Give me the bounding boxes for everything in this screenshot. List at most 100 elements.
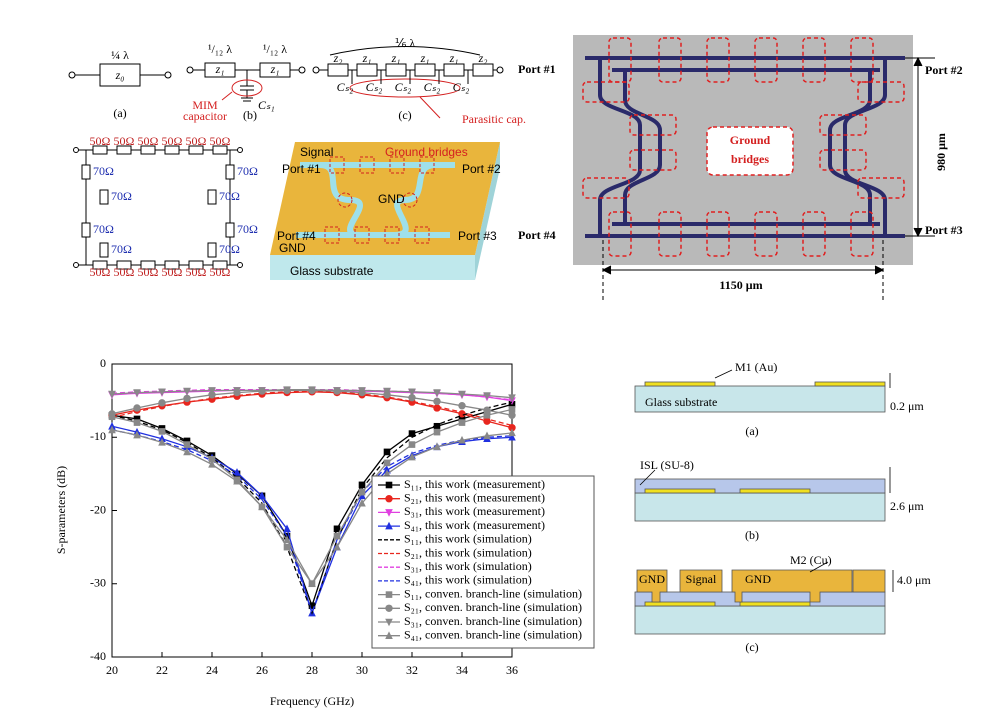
marker xyxy=(383,448,391,456)
marker xyxy=(385,521,393,530)
bridge xyxy=(754,211,778,257)
x-tick-label: 20 xyxy=(106,663,118,677)
x-tick-label: 24 xyxy=(206,663,218,677)
marker xyxy=(283,524,291,533)
label: M2 (Cu) xyxy=(790,553,832,567)
label: Port #1 xyxy=(282,162,321,176)
resistor xyxy=(99,242,109,258)
x-tick-label: 34 xyxy=(456,663,468,677)
marker xyxy=(358,387,366,395)
label: 70Ω xyxy=(237,164,258,178)
dimension: 1150 μm xyxy=(719,278,762,292)
marker xyxy=(108,410,116,418)
bridge xyxy=(582,177,630,199)
marker xyxy=(133,404,141,412)
label: 4.0 μm xyxy=(897,573,931,587)
resistor xyxy=(207,189,217,205)
label: Port #2 xyxy=(925,63,963,77)
label: ISL (SU-8) xyxy=(640,458,694,472)
marker xyxy=(383,469,391,478)
note: MIM xyxy=(192,98,218,112)
x-tick-label: 32 xyxy=(406,663,418,677)
marker xyxy=(408,441,416,448)
marker xyxy=(508,411,516,419)
y-tick-label: -40 xyxy=(90,649,106,663)
label: 50Ω xyxy=(138,134,159,148)
port xyxy=(237,147,243,153)
label: Port #1 xyxy=(518,62,556,76)
marker xyxy=(133,389,141,397)
bridge xyxy=(658,211,682,257)
marker xyxy=(458,415,466,423)
marker xyxy=(458,390,466,399)
y-tick-label: -10 xyxy=(90,429,106,443)
marker xyxy=(408,430,416,437)
label: 70Ω xyxy=(93,222,114,236)
circuit-c xyxy=(312,46,504,119)
resistor xyxy=(81,222,91,238)
label: Glass substrate xyxy=(645,395,717,409)
resistor xyxy=(81,164,91,180)
label: 50Ω xyxy=(162,134,183,148)
resistor xyxy=(414,63,436,77)
marker xyxy=(385,604,393,612)
note: capacitor xyxy=(183,109,227,123)
label: ¹/₁₂ λ xyxy=(263,42,287,56)
marker xyxy=(308,386,316,394)
label: Ground bridges xyxy=(385,145,468,159)
resistor xyxy=(140,260,156,270)
marker xyxy=(385,591,393,598)
caption: (b) xyxy=(243,108,257,122)
chart: 20 22 24 26 28 30 32 34 36 0 -10 -20 -30 -40 xyxy=(90,356,518,677)
marker xyxy=(158,399,166,407)
marker xyxy=(308,579,316,588)
legend-label: S₁₁, conven. branch-line (simulation) xyxy=(404,586,582,600)
resistor xyxy=(92,145,108,155)
marker xyxy=(408,452,416,461)
bridge xyxy=(850,37,874,83)
marker xyxy=(208,455,216,463)
marker xyxy=(183,441,191,448)
label: Ground xyxy=(730,133,771,147)
legend-label: S₄₁, this work (measurement) xyxy=(404,518,545,532)
resistor xyxy=(116,260,132,270)
marker xyxy=(433,404,441,412)
marker xyxy=(183,447,191,456)
resistor xyxy=(356,63,378,77)
label: Cₛ₂ xyxy=(453,80,470,94)
label: 50Ω xyxy=(210,265,231,279)
label: z₁ xyxy=(391,51,401,65)
dimension: 980 μm xyxy=(934,133,948,171)
marker xyxy=(183,387,191,396)
bridge xyxy=(850,211,874,257)
label: 50Ω xyxy=(90,134,111,148)
resistor xyxy=(164,260,180,270)
label: ¹/₁₂ λ xyxy=(208,42,232,56)
x-tick-label: 22 xyxy=(156,663,168,677)
port xyxy=(73,147,79,153)
label: z₂ xyxy=(478,51,488,65)
label: 70Ω xyxy=(93,164,114,178)
caption: (c) xyxy=(745,640,758,654)
label: z₁ xyxy=(270,62,280,76)
legend-label: S₃₁, conven. branch-line (simulation) xyxy=(404,614,582,628)
marker xyxy=(385,631,393,639)
resistor xyxy=(116,145,132,155)
note: Parasitic cap. xyxy=(462,112,526,126)
bridge xyxy=(819,149,867,171)
label: Port #2 xyxy=(462,162,501,176)
resistor xyxy=(327,63,349,77)
label: 50Ω xyxy=(114,134,135,148)
legend: S₁₁, this work (measurement)S₂₁, this wo… xyxy=(371,475,595,649)
label: Cₛ₁ xyxy=(258,98,275,112)
legend-label: S₄₁, conven. branch-line (simulation) xyxy=(404,627,582,641)
marker xyxy=(433,428,441,436)
bridge xyxy=(582,81,630,103)
marker xyxy=(433,422,441,430)
marker xyxy=(258,491,266,500)
marker xyxy=(483,431,491,440)
legend-label: S₃₁, this work (simulation) xyxy=(404,559,532,573)
marker xyxy=(385,495,393,503)
marker xyxy=(133,430,141,439)
label: 70Ω xyxy=(237,222,258,236)
